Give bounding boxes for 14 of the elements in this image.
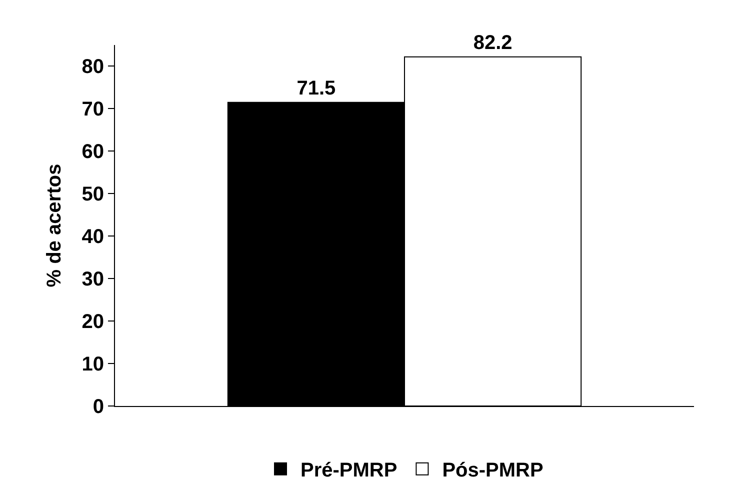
y-tick-label: 40 xyxy=(82,226,104,248)
data-label: 71.5 xyxy=(296,77,336,100)
y-tick-label: 30 xyxy=(82,268,104,291)
y-tick-label: 20 xyxy=(82,311,104,334)
y-tick-label: 60 xyxy=(82,141,104,164)
data-label: 82.2 xyxy=(473,32,512,54)
legend-label: Pós-PMRP xyxy=(442,460,544,482)
y-tick-label: 10 xyxy=(82,354,104,376)
y-axis-title: % de acertos xyxy=(43,164,66,288)
y-tick-label: 50 xyxy=(82,184,104,206)
y-tick-label: 80 xyxy=(82,56,104,78)
y-tick-label: 0 xyxy=(92,396,104,418)
legend-label: Pré-PMRP xyxy=(300,460,398,482)
y-tick-label: 70 xyxy=(82,98,104,121)
